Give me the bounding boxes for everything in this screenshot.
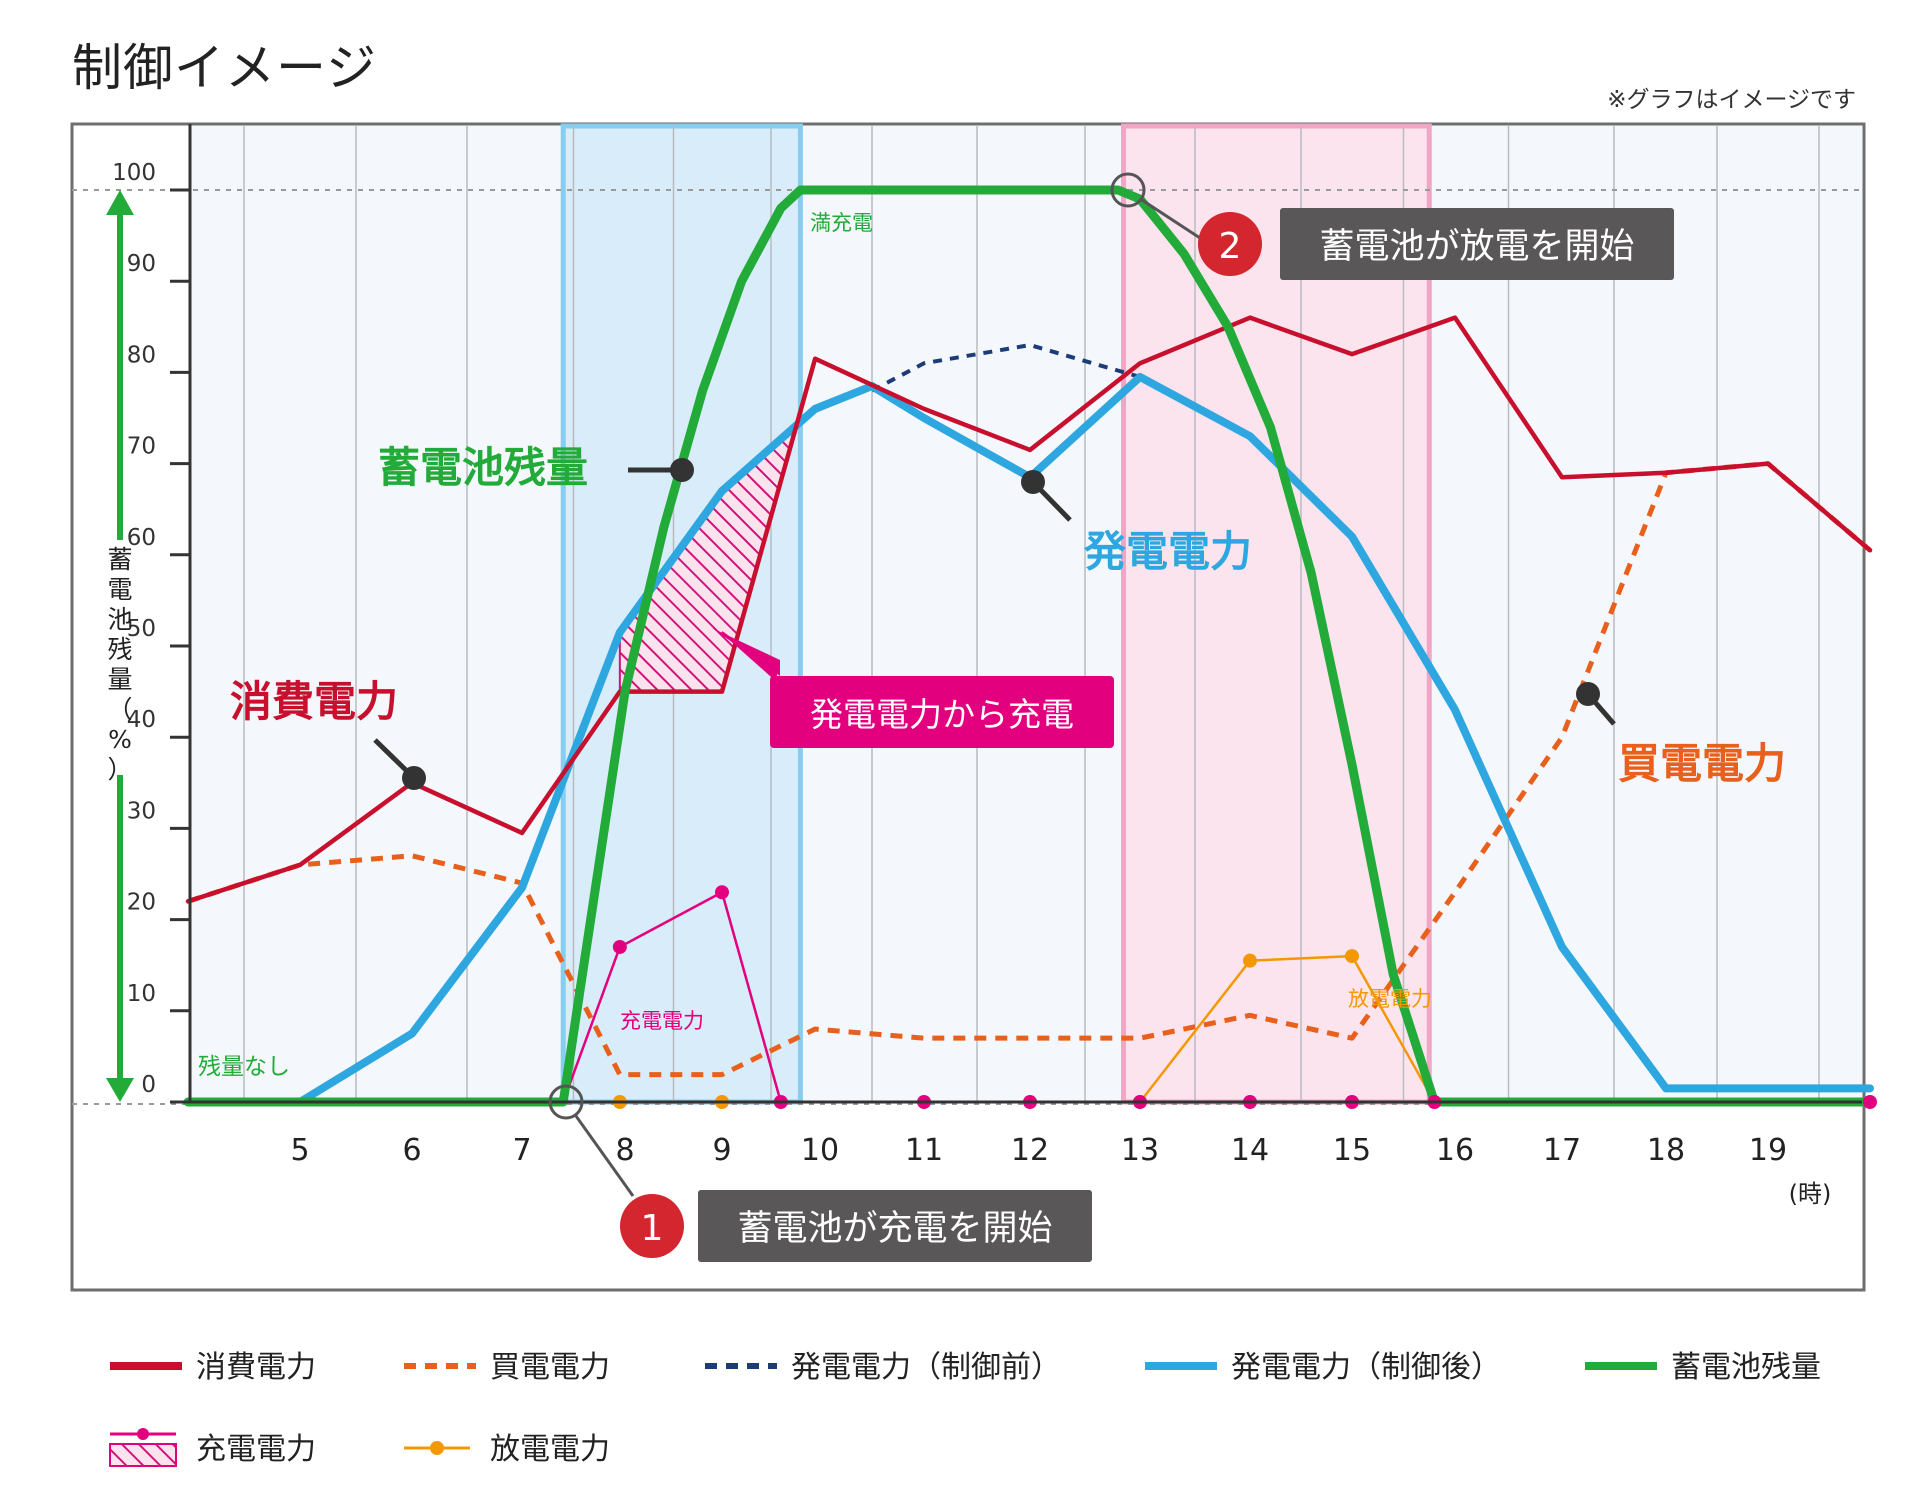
y-tick-label: 60 — [127, 525, 156, 551]
x-tick-label: 7 — [512, 1133, 531, 1168]
step2-badge — [1198, 212, 1262, 276]
step1-leader — [574, 1115, 635, 1197]
image-note: ※グラフはイメージです — [1607, 87, 1856, 113]
legend-item: 充電電力 — [109, 1428, 316, 1467]
page-title: 制御イメージ — [72, 39, 377, 97]
x-tick-label: 5 — [290, 1133, 309, 1168]
label-generation-big: 発電電力 — [1084, 527, 1252, 576]
label-purchase-big: 買電電力 — [1618, 739, 1786, 788]
step1-text: 蓄電池が充電を開始 — [737, 1209, 1052, 1249]
step2-marker — [1110, 172, 1146, 208]
legend-label: 充電電力 — [196, 1432, 316, 1467]
y-tick-label: 90 — [127, 251, 156, 277]
x-tick-label: 19 — [1749, 1133, 1787, 1168]
y-tick-label: 80 — [127, 342, 156, 368]
y-tick-label: 0 — [141, 1072, 156, 1098]
charge-point — [612, 939, 627, 954]
pointer-battery-dot — [670, 458, 694, 482]
label-consumption-big: 消費電力 — [230, 677, 398, 726]
legend-item: 蓄電池残量 — [1585, 1350, 1821, 1385]
series-generation-before-line — [871, 343, 1141, 393]
step1-number: 1 — [641, 1208, 664, 1249]
step1-box — [698, 1190, 1092, 1262]
y-axis-label-char: 電 — [107, 575, 132, 604]
y-axis-label-char: 量 — [107, 665, 132, 694]
y-tick-label: 40 — [127, 707, 156, 733]
x-unit-label: (時) — [1789, 1180, 1832, 1208]
legend-item: 発電電力（制御前） — [705, 1350, 1061, 1385]
discharge-point — [1345, 949, 1359, 964]
x-tick-label: 9 — [712, 1133, 731, 1168]
charge-point — [1863, 1095, 1877, 1109]
y-tick-label: 10 — [127, 981, 156, 1007]
step2-leader — [1141, 198, 1201, 240]
y-axis-label-char: % — [108, 725, 132, 754]
legend-label: 発電電力（制御前） — [791, 1350, 1061, 1385]
y-arrow-down-head — [106, 1078, 134, 1102]
x-tick-label: 18 — [1647, 1133, 1685, 1168]
y-tick-label: 100 — [112, 160, 156, 186]
x-tick-label: 8 — [615, 1133, 634, 1168]
y-tick-label: 30 — [127, 798, 156, 824]
series-battery-line — [183, 185, 1875, 1107]
y-tick-label: 20 — [127, 890, 156, 916]
legend-label: 蓄電池残量 — [1671, 1350, 1821, 1385]
legend-label: 発電電力（制御後） — [1231, 1350, 1501, 1385]
pointer-purchase-dot — [1576, 682, 1600, 706]
x-tick-label: 10 — [801, 1133, 839, 1168]
y-arrow-up-head — [106, 190, 134, 215]
step2-number: 2 — [1219, 226, 1242, 267]
legend-item: 発電電力（制御後） — [1145, 1350, 1501, 1385]
x-tick-label: 12 — [1011, 1133, 1049, 1168]
x-tick-label: 14 — [1231, 1133, 1269, 1168]
callout-area-text: 発電電力から充電 — [810, 695, 1074, 734]
pointer-consumption-dot — [402, 766, 426, 790]
callout-area-box — [770, 676, 1114, 748]
pointer-generation-dot — [1021, 470, 1045, 494]
x-tick-label: 15 — [1333, 1133, 1371, 1168]
legend-item: 消費電力 — [110, 1350, 316, 1385]
step2-text: 蓄電池が放電を開始 — [1319, 227, 1634, 267]
legend-label: 買電電力 — [490, 1350, 610, 1385]
x-tick-label: 17 — [1543, 1133, 1581, 1168]
legend-swatch-dot — [430, 1441, 444, 1455]
y-axis-label-char: ） — [107, 755, 132, 784]
step2-box — [1280, 208, 1674, 280]
label-charge-power: 充電電力 — [620, 1009, 704, 1033]
y-axis-label-char: 蓄 — [107, 545, 132, 574]
label-empty: 残量なし — [198, 1054, 290, 1080]
legend-item: 放電電力 — [404, 1432, 610, 1467]
step1-marker — [548, 1084, 584, 1120]
legend-swatch-hatch — [109, 1443, 177, 1467]
x-tick-label: 16 — [1436, 1133, 1474, 1168]
series-consumption-line — [185, 315, 1873, 904]
step1-badge — [620, 1194, 684, 1258]
legend-swatch-dot — [137, 1428, 149, 1440]
plot-background — [190, 126, 1862, 1102]
x-tick-label: 13 — [1121, 1133, 1159, 1168]
y-tick-label: 50 — [127, 616, 156, 642]
y-axis-label-char: （ — [107, 695, 132, 724]
legend-label: 放電電力 — [490, 1432, 610, 1467]
y-axis-label-char: 残 — [107, 635, 132, 664]
charge-point — [715, 885, 729, 900]
y-axis-label-char: 池 — [107, 605, 132, 634]
label-discharge-power: 放電電力 — [1348, 987, 1432, 1011]
y-tick-label: 70 — [127, 434, 156, 460]
discharge-point — [1243, 953, 1257, 968]
label-full-charge: 満充電 — [810, 211, 873, 235]
legend-label: 消費電力 — [196, 1350, 316, 1385]
legend-item: 買電電力 — [404, 1350, 610, 1385]
label-battery-big: 蓄電池残量 — [378, 443, 588, 492]
callout-area-tail2 — [712, 628, 780, 676]
series-purchase-line — [187, 461, 1872, 1078]
x-tick-label: 11 — [905, 1133, 943, 1168]
x-tick-label: 6 — [402, 1133, 421, 1168]
